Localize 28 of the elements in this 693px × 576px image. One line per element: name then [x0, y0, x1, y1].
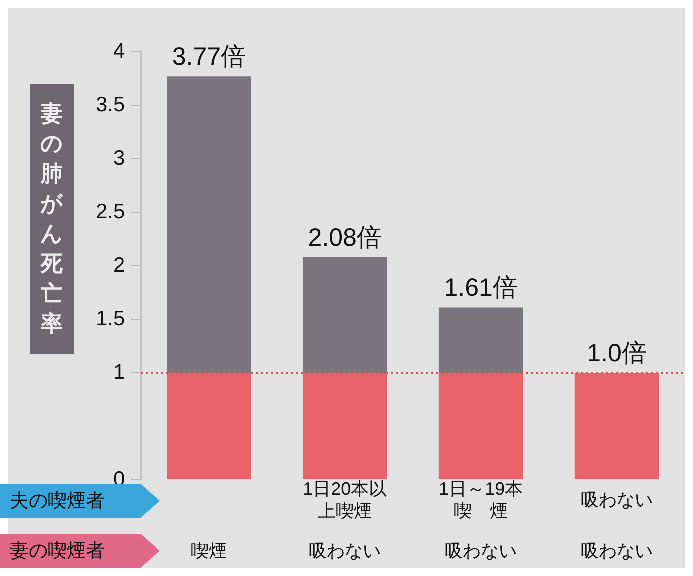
x-tick-label: 1日～19本喫 煙 [439, 478, 524, 521]
text: 妻の喫煙者 [0, 534, 160, 568]
bar [302, 373, 388, 480]
x-tick-label: 吸わない [581, 490, 654, 510]
y-tick-label: 1.5 [96, 307, 126, 330]
y-tick-label: 4 [114, 40, 126, 63]
text: 夫の喫煙者 [10, 491, 105, 512]
text: 喫煙 [191, 540, 228, 561]
x-tick-label: 1日20本以上喫煙 [303, 478, 388, 521]
text: 吸わない [309, 540, 382, 561]
y-tick-label: 2 [114, 254, 126, 277]
y-tick-label: 2.5 [96, 200, 126, 224]
y-axis-title: 妻の肺がん死亡率 [40, 100, 64, 338]
total-label: 3.77倍 [172, 43, 246, 71]
y-tick-label: 3 [114, 146, 126, 170]
bar [167, 76, 252, 373]
y-tick-label: 1 [114, 360, 126, 384]
total-label: 1.61倍 [444, 274, 518, 302]
total-label: 1.0倍 [587, 339, 647, 368]
bar [574, 373, 660, 480]
y-tick-label: 3.5 [96, 93, 126, 116]
bar [302, 257, 388, 373]
total-label: 2.08倍 [308, 224, 382, 252]
text: 吸わない [581, 540, 654, 561]
text: 吸わない [445, 540, 518, 561]
bar [438, 373, 524, 480]
bar [167, 373, 252, 480]
bar [438, 308, 524, 373]
